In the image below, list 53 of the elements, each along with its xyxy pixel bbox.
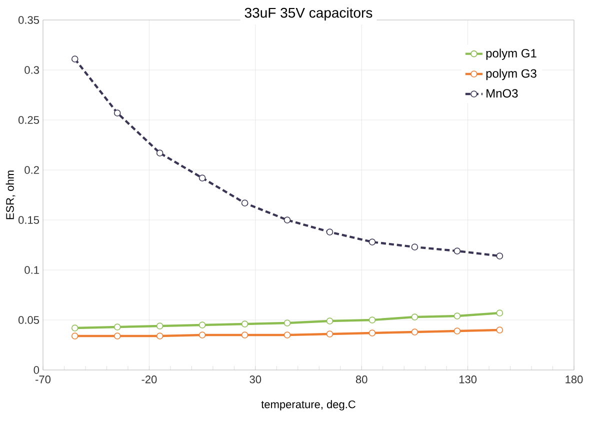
chart-title: 33uF 35V capacitors	[244, 7, 372, 21]
point	[454, 312, 461, 320]
point	[496, 310, 504, 316]
point	[156, 322, 164, 330]
point	[454, 328, 461, 334]
x-tick-label: -70	[36, 376, 51, 384]
point	[198, 332, 206, 338]
y-tick-label: 0.15	[18, 216, 40, 224]
point	[71, 332, 78, 340]
y-tick-label: 0.2	[24, 166, 39, 174]
point	[198, 322, 206, 328]
point	[284, 332, 291, 338]
point	[156, 150, 164, 156]
point	[284, 320, 291, 326]
point	[326, 318, 334, 324]
legend-label: MnO3	[486, 89, 518, 98]
point	[241, 320, 248, 328]
x-axis-title: temperature, deg.C	[261, 400, 356, 410]
y-axis-title: ESR, ohm	[6, 170, 16, 220]
x-tick-label: 80	[356, 376, 368, 384]
point	[198, 174, 206, 182]
point	[368, 238, 376, 246]
point	[368, 330, 376, 336]
point	[496, 252, 504, 260]
point	[326, 228, 334, 236]
point	[411, 314, 418, 320]
point	[114, 110, 121, 116]
point	[454, 248, 461, 254]
point	[411, 244, 418, 250]
point	[496, 326, 504, 334]
y-tick-label: 0.35	[18, 16, 40, 24]
y-tick-label: 0.05	[18, 316, 40, 324]
point	[156, 332, 164, 340]
legend-label: polym G1	[486, 48, 536, 60]
point	[71, 56, 78, 62]
point	[326, 330, 334, 338]
point	[411, 328, 418, 336]
y-tick-label: 0.3	[24, 66, 39, 74]
point	[114, 324, 121, 330]
x-tick-label: -20	[142, 376, 157, 384]
point	[368, 316, 376, 324]
point	[241, 200, 248, 206]
point	[71, 324, 78, 332]
y-tick-label: 0.25	[18, 116, 40, 124]
x-tick-label: 30	[250, 376, 262, 384]
point	[284, 216, 291, 224]
legend-label: polym G3	[486, 68, 536, 80]
point	[114, 332, 121, 340]
y-tick-label: 0	[34, 366, 40, 374]
x-tick-label: 130	[459, 376, 477, 384]
y-tick-label: 0.1	[24, 266, 39, 274]
point	[241, 332, 248, 338]
x-tick-label: 180	[566, 376, 583, 384]
